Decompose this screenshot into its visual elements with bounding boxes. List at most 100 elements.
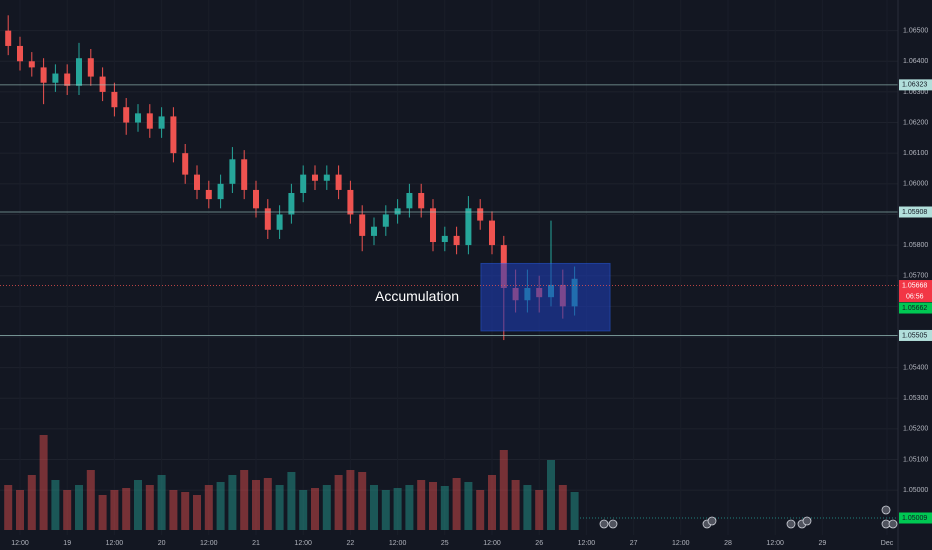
event-icon[interactable] xyxy=(881,505,891,515)
y-tick-label: 1.05300 xyxy=(903,395,928,402)
y-tick-label: 1.06000 xyxy=(903,181,928,188)
volume-bar xyxy=(27,475,36,530)
candle-body xyxy=(158,116,165,129)
candle-body xyxy=(17,45,23,62)
level-label-box xyxy=(899,329,932,341)
candle-body xyxy=(253,189,259,209)
volume-bar xyxy=(440,486,449,530)
x-tick-label: 12:00 xyxy=(578,540,596,547)
candle-body xyxy=(146,113,153,129)
volume-bar xyxy=(157,475,166,530)
volume-bar xyxy=(51,480,60,530)
candle-body xyxy=(182,153,189,175)
candle-body xyxy=(135,113,141,123)
level-label: 1.06323 xyxy=(902,82,927,89)
volume-bar xyxy=(535,490,544,530)
annotation-text: Accumulation xyxy=(375,288,459,304)
event-icon[interactable] xyxy=(786,519,796,529)
candle-body xyxy=(418,193,425,209)
x-tick-label: 12:00 xyxy=(483,540,501,547)
x-tick-label: 19 xyxy=(63,540,71,547)
volume-bar xyxy=(452,478,461,530)
axis: 1.06500 1.06400 1.06300 1.06200 1.06100 1.060… xyxy=(11,27,932,547)
volume-bar xyxy=(63,490,72,530)
x-tick-label: 26 xyxy=(535,540,543,547)
volume-bar xyxy=(39,435,48,530)
candle-body xyxy=(382,214,389,227)
bid-price-box xyxy=(899,302,932,314)
volume-bar xyxy=(86,470,95,530)
candle-body xyxy=(52,73,59,83)
volume-bar xyxy=(98,495,107,530)
event-icon[interactable] xyxy=(608,519,618,529)
event-icon[interactable] xyxy=(599,519,609,529)
candle-body xyxy=(170,116,177,154)
y-tick-label: 1.05100 xyxy=(903,456,928,463)
x-tick-label: 27 xyxy=(630,540,638,547)
volume-label: 1.05009 xyxy=(902,515,927,522)
volume-bar xyxy=(110,490,119,530)
volume-bar xyxy=(240,470,249,530)
candle-body xyxy=(300,174,307,194)
price-axis xyxy=(898,0,932,550)
x-tick-label: 12:00 xyxy=(11,540,29,547)
volume-bar xyxy=(299,490,308,530)
volume-bar xyxy=(4,485,13,530)
candle-body xyxy=(394,208,401,215)
candle-body xyxy=(264,208,271,230)
x-tick-label: 25 xyxy=(441,540,449,547)
candle-body xyxy=(64,73,71,86)
volume-bar xyxy=(370,485,378,530)
x-tick-label: 29 xyxy=(819,540,827,547)
volume-bar xyxy=(381,490,390,530)
volume-bar xyxy=(393,488,402,530)
volume-bar xyxy=(75,485,83,530)
candle-body xyxy=(217,183,224,200)
level-label: 1.05505 xyxy=(902,332,927,339)
x-tick-label: 12:00 xyxy=(294,540,312,547)
volume-bar xyxy=(476,490,485,530)
x-tick-label: 12:00 xyxy=(766,540,784,547)
last-price-box xyxy=(899,280,932,303)
x-tick-label: 12:00 xyxy=(672,540,690,547)
accumulation-box xyxy=(480,262,611,332)
event-icon[interactable] xyxy=(707,516,717,526)
volume-bar xyxy=(547,460,555,530)
event-icon[interactable] xyxy=(802,516,812,526)
volume-bar xyxy=(216,482,225,530)
candle-body xyxy=(335,174,342,190)
volume-bar xyxy=(558,485,567,530)
candle-body xyxy=(430,208,436,243)
volume-bar xyxy=(322,485,331,530)
y-tick-label: 1.05400 xyxy=(903,364,928,371)
volume-bar xyxy=(16,490,24,530)
candle-body xyxy=(99,76,106,92)
x-tick-label: 20 xyxy=(158,540,166,547)
candle-body xyxy=(312,174,318,181)
candle-body xyxy=(28,61,35,68)
candle-body xyxy=(465,208,472,246)
bid-price-label: 1.05662 xyxy=(902,305,927,312)
volume xyxy=(4,435,579,530)
y-tick-label: 1.06100 xyxy=(903,150,928,157)
y-tick-label: 1.06500 xyxy=(903,27,928,34)
y-tick-label: 1.05700 xyxy=(903,273,928,280)
volume-bar xyxy=(488,475,496,530)
volume-bar xyxy=(193,495,201,530)
y-tick-label: 1.05800 xyxy=(903,242,928,249)
grid xyxy=(0,30,898,491)
volume-bar xyxy=(311,488,319,530)
x-tick-label: 21 xyxy=(252,540,260,547)
volume-label-box xyxy=(899,512,932,524)
volume-bar xyxy=(405,485,414,530)
event-icon[interactable] xyxy=(888,519,898,529)
candle-body xyxy=(205,189,212,200)
volume-bar xyxy=(145,485,154,530)
volume-bar xyxy=(204,485,213,530)
candle-body xyxy=(194,174,200,190)
volume-bar xyxy=(511,480,520,530)
volume-bar xyxy=(334,475,343,530)
event-icons xyxy=(599,505,898,529)
last-price-label: 1.05668 xyxy=(902,282,927,289)
candle-body xyxy=(489,220,495,246)
